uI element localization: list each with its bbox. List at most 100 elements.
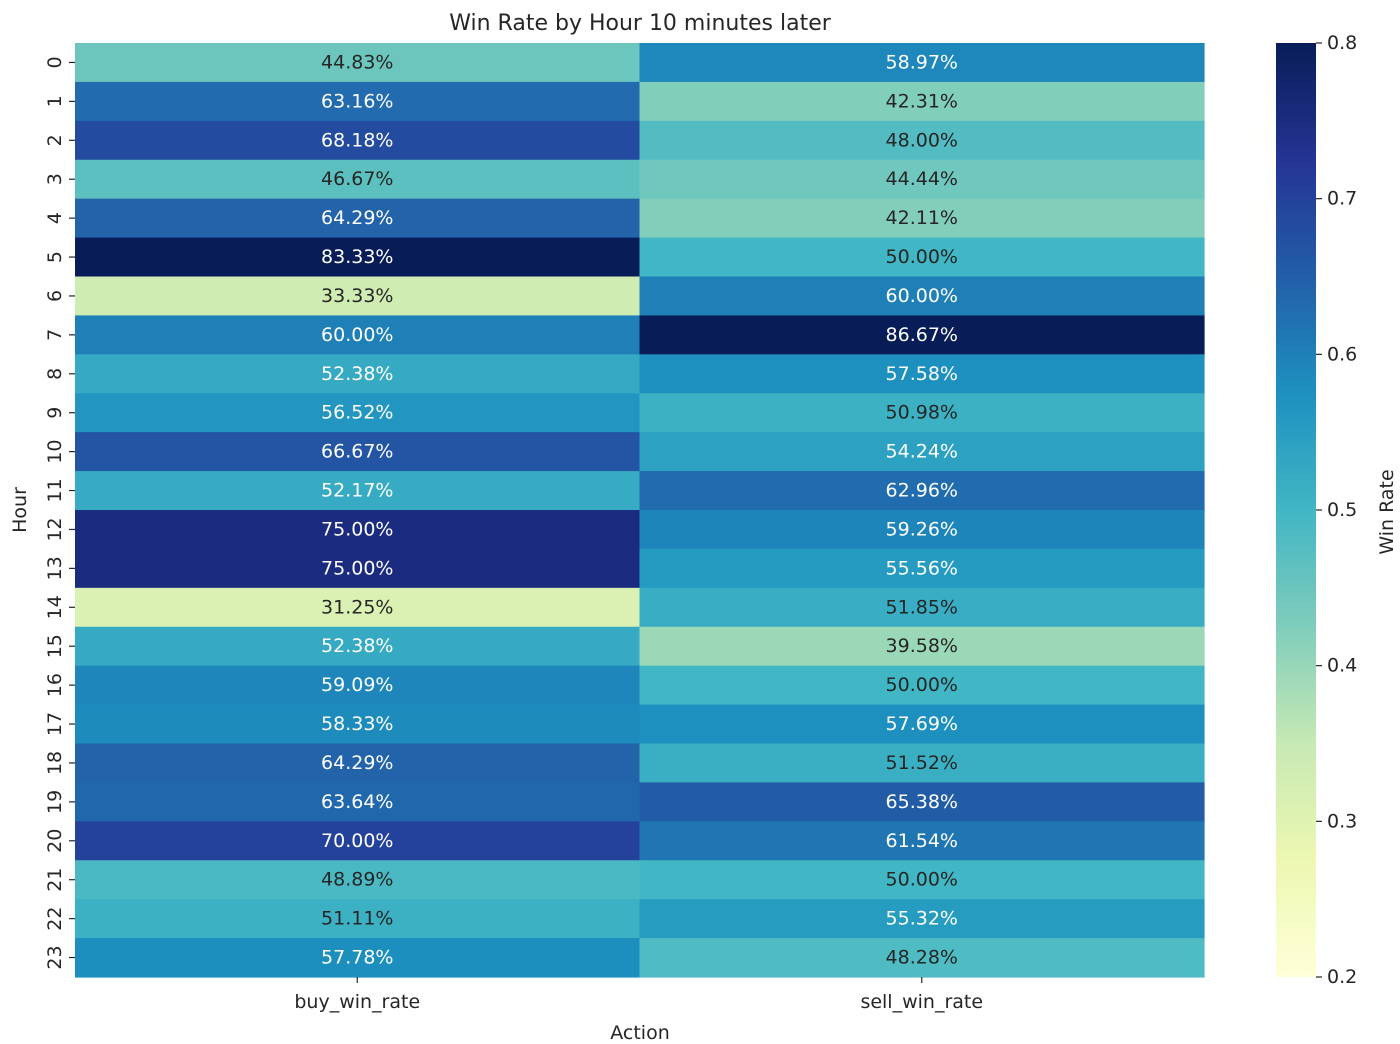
colorbar-tick-label: 0.2 bbox=[1327, 966, 1357, 988]
heatmap-cell bbox=[75, 354, 641, 394]
heatmap-cell-label: 42.31% bbox=[886, 90, 958, 112]
heatmap-cell bbox=[75, 43, 641, 83]
heatmap-cell-label: 51.52% bbox=[886, 752, 958, 774]
heatmap-cell-label: 57.69% bbox=[886, 713, 958, 735]
heatmap-cell-label: 57.78% bbox=[321, 947, 393, 969]
heatmap-cell-label: 60.00% bbox=[886, 285, 958, 307]
heatmap-cell bbox=[75, 743, 641, 784]
heatmap-cell bbox=[639, 354, 1205, 394]
heatmap-cell bbox=[639, 393, 1205, 433]
y-tick-label: 6 bbox=[44, 290, 66, 302]
heatmap-cell-label: 68.18% bbox=[321, 129, 393, 151]
y-tick-label: 0 bbox=[44, 56, 66, 68]
y-tick-label: 22 bbox=[44, 907, 66, 931]
heatmap-cell bbox=[639, 743, 1205, 784]
heatmap-cell-labels: 44.83% 58.97% 63.16% 42.31% 68.18% 48.00% 46.6… bbox=[321, 51, 958, 968]
heatmap-cell bbox=[639, 665, 1205, 706]
heatmap-cell bbox=[639, 782, 1205, 822]
y-tick-label: 15 bbox=[44, 634, 66, 658]
heatmap-cell-label: 55.56% bbox=[886, 557, 958, 579]
heatmap-cells bbox=[75, 43, 1205, 978]
heatmap-cell-label: 60.00% bbox=[321, 324, 393, 346]
y-tick-label: 4 bbox=[44, 212, 66, 224]
heatmap-cell bbox=[639, 704, 1205, 745]
heatmap-cell-label: 52.17% bbox=[321, 480, 393, 502]
heatmap-cell-label: 86.67% bbox=[886, 324, 958, 346]
heatmap-cell bbox=[75, 704, 641, 745]
heatmap-cell-label: 44.83% bbox=[321, 51, 393, 73]
heatmap-cell-label: 64.29% bbox=[321, 752, 393, 774]
y-tick-label: 18 bbox=[44, 751, 66, 775]
heatmap-cell-label: 83.33% bbox=[321, 246, 393, 268]
y-tick-label: 2 bbox=[44, 134, 66, 146]
heatmap-cell bbox=[75, 471, 641, 511]
heatmap-cell-label: 48.28% bbox=[886, 947, 958, 969]
heatmap-cell bbox=[639, 276, 1205, 317]
heatmap-cell bbox=[639, 237, 1205, 278]
heatmap-cell bbox=[75, 120, 641, 161]
chart-title: Win Rate by Hour 10 minutes later bbox=[449, 11, 832, 36]
heatmap-cell-label: 59.26% bbox=[886, 518, 958, 540]
colorbar-gradient bbox=[1276, 43, 1316, 977]
heatmap-cell-label: 50.00% bbox=[886, 246, 958, 268]
heatmap-cell-label: 50.98% bbox=[886, 402, 958, 424]
heatmap-cell bbox=[639, 626, 1205, 667]
y-tick-label: 7 bbox=[44, 329, 66, 341]
heatmap-cell-label: 62.96% bbox=[886, 480, 958, 502]
heatmap-cell-label: 57.58% bbox=[886, 363, 958, 385]
heatmap-cell bbox=[75, 276, 641, 317]
y-tick-label: 3 bbox=[44, 173, 66, 185]
heatmap-cell bbox=[75, 393, 641, 433]
heatmap-cell-label: 50.00% bbox=[886, 674, 958, 696]
heatmap-cell bbox=[75, 899, 641, 939]
heatmap-cell bbox=[75, 237, 641, 278]
heatmap-cell-label: 64.29% bbox=[321, 207, 393, 229]
heatmap-cell bbox=[75, 860, 641, 900]
x-axis-ticks: buy_win_rate sell_win_rate bbox=[294, 977, 983, 1013]
heatmap-cell bbox=[75, 315, 641, 355]
heatmap-cell-label: 58.33% bbox=[321, 713, 393, 735]
y-tick-label: 23 bbox=[44, 945, 66, 969]
y-tick-label: 9 bbox=[44, 407, 66, 419]
heatmap-cell bbox=[639, 899, 1205, 939]
heatmap-cell bbox=[75, 782, 641, 822]
heatmap-cell-label: 54.24% bbox=[886, 441, 958, 463]
heatmap-cell bbox=[75, 198, 641, 239]
colorbar-tick-label: 0.4 bbox=[1327, 655, 1357, 677]
heatmap-cell-label: 66.67% bbox=[321, 441, 393, 463]
heatmap-cell-label: 55.32% bbox=[886, 908, 958, 930]
heatmap-cell-label: 50.00% bbox=[886, 869, 958, 891]
heatmap-cell-label: 58.97% bbox=[886, 51, 958, 73]
heatmap-cell bbox=[75, 432, 641, 472]
heatmap-cell bbox=[75, 821, 641, 861]
heatmap-cell-label: 61.54% bbox=[886, 830, 958, 852]
heatmap-cell-label: 52.38% bbox=[321, 635, 393, 657]
heatmap-cell bbox=[639, 510, 1205, 550]
x-axis-label: Action bbox=[610, 1022, 670, 1044]
colorbar-label: Win Rate bbox=[1376, 469, 1398, 554]
heatmap-cell bbox=[639, 198, 1205, 239]
heatmap-cell-label: 75.00% bbox=[321, 557, 393, 579]
heatmap-cell bbox=[75, 938, 641, 978]
y-tick-label: 13 bbox=[44, 556, 66, 580]
heatmap-cell-label: 51.11% bbox=[321, 908, 393, 930]
heatmap-cell bbox=[639, 81, 1205, 122]
colorbar-tick-label: 0.7 bbox=[1327, 188, 1357, 210]
y-tick-label: 16 bbox=[44, 673, 66, 697]
heatmap-cell bbox=[75, 510, 641, 550]
heatmap-cell bbox=[639, 938, 1205, 978]
heatmap-cell-label: 31.25% bbox=[321, 596, 393, 618]
heatmap-cell-label: 52.38% bbox=[321, 363, 393, 385]
y-tick-label: 17 bbox=[44, 712, 66, 736]
heatmap-cell-label: 65.38% bbox=[886, 791, 958, 813]
heatmap-cell-label: 70.00% bbox=[321, 830, 393, 852]
heatmap-cell bbox=[75, 81, 641, 122]
heatmap-cell bbox=[639, 315, 1205, 355]
heatmap-cell bbox=[639, 432, 1205, 472]
heatmap-cell-label: 75.00% bbox=[321, 518, 393, 540]
heatmap-cell-label: 48.00% bbox=[886, 129, 958, 151]
heatmap-cell-label: 63.64% bbox=[321, 791, 393, 813]
heatmap-cell bbox=[639, 860, 1205, 900]
